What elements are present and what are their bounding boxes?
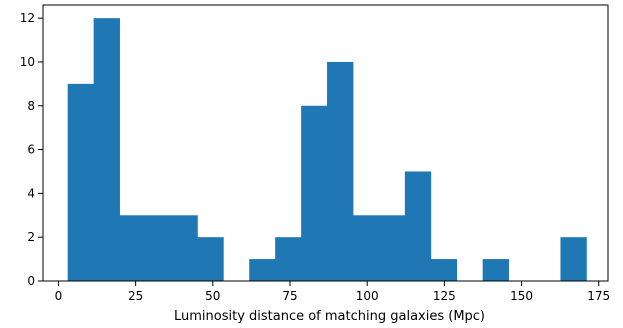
y-ticks-group: 0 2 4 6 8 10 12 — [20, 11, 43, 288]
histogram-bar — [249, 259, 276, 281]
x-tick-label: 125 — [433, 289, 456, 303]
x-axis-label: Luminosity distance of matching galaxies… — [174, 309, 485, 324]
x-tick-label: 0 — [55, 289, 63, 303]
histogram-bar — [560, 237, 587, 281]
y-tick-label: 0 — [27, 274, 35, 288]
x-tick-label: 175 — [587, 289, 610, 303]
histogram-bar — [378, 215, 406, 281]
y-tick-label: 12 — [20, 11, 35, 25]
histogram-bar — [352, 215, 380, 281]
histogram-bar — [145, 215, 172, 281]
x-tick-label: 100 — [356, 289, 379, 303]
x-tick-label: 150 — [510, 289, 533, 303]
x-ticks-group: 0 25 50 75 100 125 150 175 — [55, 281, 610, 303]
histogram-bar — [430, 259, 458, 281]
histogram-bar — [301, 105, 328, 281]
y-tick-label: 6 — [27, 143, 35, 157]
x-tick-label: 50 — [205, 289, 220, 303]
y-tick-label: 2 — [27, 230, 35, 244]
histogram-bar — [275, 237, 302, 281]
y-tick-label: 8 — [27, 99, 35, 113]
x-tick-label: 75 — [282, 289, 297, 303]
histogram-bar — [93, 18, 120, 282]
y-tick-label: 10 — [20, 55, 35, 69]
plot-frame — [42, 4, 609, 282]
histogram-bar — [404, 171, 432, 281]
y-tick-label: 4 — [27, 186, 35, 200]
histogram-bar — [197, 237, 224, 281]
x-tick-label: 25 — [128, 289, 143, 303]
histogram-bar — [119, 215, 146, 281]
histogram-bar — [482, 259, 509, 281]
histogram-bar — [327, 61, 354, 282]
bars-group — [67, 18, 587, 282]
histogram-bar — [67, 83, 95, 281]
histogram-bar — [171, 215, 198, 281]
